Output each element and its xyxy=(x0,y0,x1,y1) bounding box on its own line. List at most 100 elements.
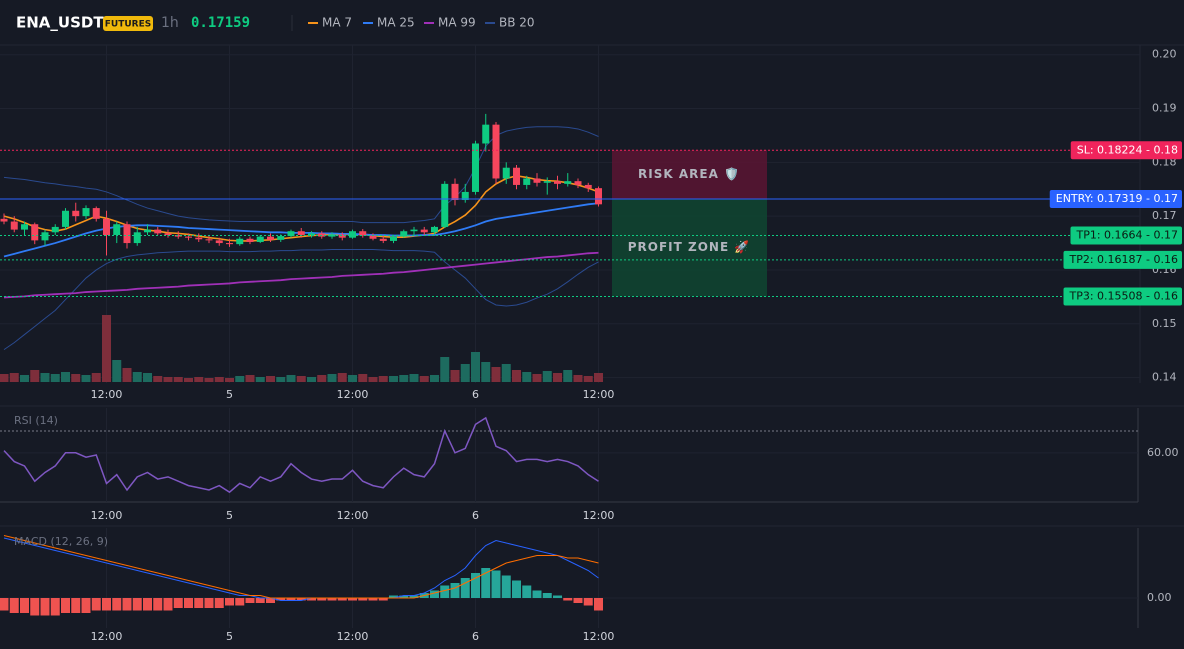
level-tag-bg xyxy=(1063,287,1182,306)
histogram-bar xyxy=(553,595,562,598)
candle-body xyxy=(461,191,469,201)
candle-body xyxy=(256,236,264,242)
volume-bar xyxy=(358,374,368,382)
legend-label: MA 7 xyxy=(322,16,352,30)
volume-bar xyxy=(583,376,593,382)
volume-bar xyxy=(173,377,183,382)
candle-body xyxy=(318,233,326,237)
histogram-bar xyxy=(50,598,60,616)
histogram-bar xyxy=(471,573,480,598)
volume-bar xyxy=(368,377,378,382)
level-tag: SL: 0.18224 - 0.18 xyxy=(1077,143,1178,156)
candle-body xyxy=(584,184,592,189)
level-tag: TP2: 0.16187 - 0.16 xyxy=(1069,253,1179,266)
histogram-bar xyxy=(358,598,368,601)
candle-body xyxy=(502,167,510,179)
candle-body xyxy=(441,183,449,227)
volume-bar xyxy=(553,373,562,382)
y-tick-label: 0.14 xyxy=(1152,371,1177,384)
candle-body xyxy=(451,183,459,201)
x-tick-label: 6 xyxy=(472,630,479,643)
x-tick-label: 5 xyxy=(226,509,233,522)
volume-bar xyxy=(440,357,450,382)
level-tag: TP1: 0.1664 - 0.17 xyxy=(1076,229,1179,242)
volume-bar xyxy=(563,370,573,382)
volume-bar xyxy=(122,368,132,382)
histogram-bar xyxy=(450,583,460,598)
candle-body xyxy=(82,208,90,217)
volume-bar xyxy=(225,378,234,382)
last-price: 0.17159 xyxy=(191,15,250,31)
volume-bar xyxy=(266,376,275,382)
volume-bar xyxy=(337,373,347,382)
candle-body xyxy=(513,167,520,185)
volume-bar xyxy=(50,374,60,382)
legend-label: MA 99 xyxy=(438,16,476,30)
candle-body xyxy=(0,218,8,222)
histogram-bar xyxy=(235,598,245,606)
candle-body xyxy=(103,218,110,235)
level-tag-bg xyxy=(1049,189,1182,208)
volume-bar xyxy=(20,375,29,382)
volume-bar xyxy=(194,377,204,382)
rsi-line xyxy=(3,416,599,494)
candle-body xyxy=(554,181,561,184)
legend-label: MA 25 xyxy=(377,16,415,30)
candle-body xyxy=(72,210,80,217)
candle-body xyxy=(205,239,213,241)
interval: 1h xyxy=(161,15,179,31)
x-tick-label: 12:00 xyxy=(91,630,123,643)
candle-body xyxy=(595,188,602,205)
histogram-bar xyxy=(337,598,347,601)
histogram-bar xyxy=(276,598,286,601)
candle-body xyxy=(472,143,479,192)
candle-body xyxy=(123,224,131,244)
volume-bar xyxy=(573,375,583,382)
volume-bar xyxy=(594,373,603,382)
badge: FUTURES xyxy=(105,20,151,30)
volume-bar xyxy=(184,378,193,382)
histogram-bar xyxy=(61,598,70,613)
histogram-bar xyxy=(173,598,183,608)
candle-body xyxy=(195,237,203,240)
level-tag-bg xyxy=(1063,250,1182,269)
volume-bar xyxy=(255,377,265,382)
symbol: ENA_USDT xyxy=(16,14,104,32)
volume-bar xyxy=(296,376,306,382)
zone-label: RISK AREA 🛡️ xyxy=(638,167,740,181)
volume-bar xyxy=(235,376,245,382)
histogram-bar xyxy=(327,598,337,601)
histogram-bar xyxy=(204,598,214,608)
histogram-bar xyxy=(583,598,593,606)
candle-body xyxy=(41,232,49,241)
volume-bar xyxy=(132,372,142,382)
candle-body xyxy=(492,124,500,179)
volume-bar xyxy=(430,375,439,382)
ma-line xyxy=(3,251,599,299)
volume-bar xyxy=(245,375,255,382)
histogram-bar xyxy=(40,598,50,616)
histogram-bar xyxy=(102,598,111,611)
volume-bar xyxy=(71,374,81,382)
volume-bar xyxy=(143,373,152,382)
candle-body xyxy=(523,178,531,185)
histogram-bar xyxy=(194,598,204,608)
x-tick-label: 12:00 xyxy=(337,509,369,522)
candle-body xyxy=(154,229,162,234)
candle-body xyxy=(226,243,233,245)
candle-body xyxy=(431,226,438,233)
volume-bar xyxy=(286,375,296,382)
histogram-bar xyxy=(214,598,224,608)
volume-bar xyxy=(204,378,214,382)
histogram-bar xyxy=(430,590,439,598)
candle-body xyxy=(308,233,315,235)
candle-body xyxy=(215,240,223,244)
volume-bar xyxy=(30,370,40,382)
candle-body xyxy=(246,238,254,242)
volume-bar xyxy=(163,377,173,382)
histogram-bar xyxy=(71,598,81,613)
histogram-bar xyxy=(296,598,306,601)
candle-body xyxy=(51,226,59,233)
histogram-bar xyxy=(266,598,275,603)
